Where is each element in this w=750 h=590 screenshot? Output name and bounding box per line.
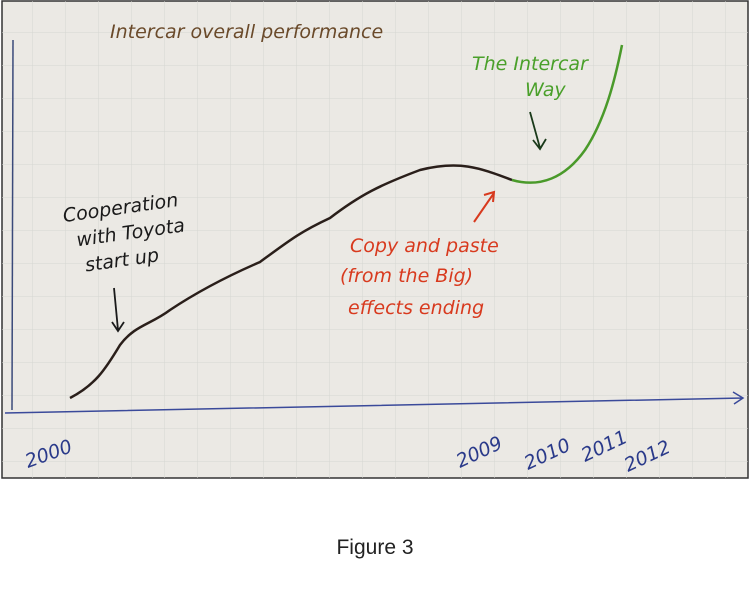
performance-curve [69,164,513,400]
annotation-arrow [529,111,547,151]
chart-photo: Intercar overall performance Cooperation… [1,0,749,479]
annotation-line: The Intercar [472,53,589,75]
annotation-line: Copy and paste [350,235,499,257]
intercar-way-curve [511,44,624,184]
chart-title: Intercar overall performance [110,21,383,43]
x-axis [4,391,745,414]
annotation-arrow [473,190,496,223]
paper-grid [2,1,748,478]
annotation-line: (from the Big) [340,265,473,287]
annotation-line: effects ending [348,297,484,319]
y-axis [11,39,14,411]
annotation-line: Way [525,79,566,101]
figure-caption: Figure 3 [336,536,414,559]
annotation-arrow [111,287,125,333]
